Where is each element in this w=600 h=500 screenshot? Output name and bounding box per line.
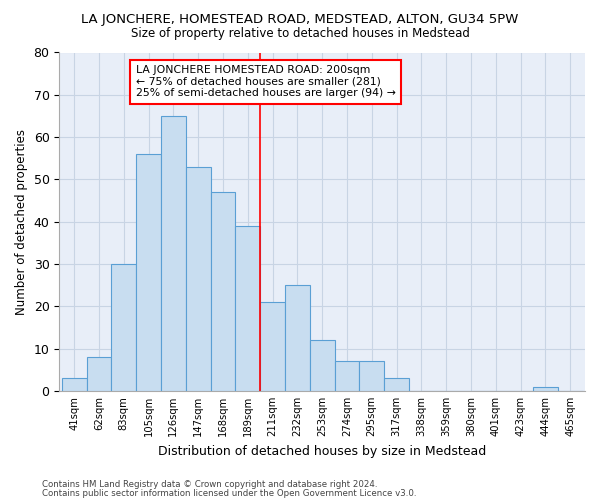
Bar — [359, 362, 384, 391]
Bar — [285, 285, 310, 391]
Text: LA JONCHERE, HOMESTEAD ROAD, MEDSTEAD, ALTON, GU34 5PW: LA JONCHERE, HOMESTEAD ROAD, MEDSTEAD, A… — [82, 12, 518, 26]
Bar — [260, 302, 285, 391]
Bar — [533, 386, 558, 391]
Y-axis label: Number of detached properties: Number of detached properties — [15, 128, 28, 314]
Bar — [86, 357, 112, 391]
Bar — [136, 154, 161, 391]
Bar — [235, 226, 260, 391]
Text: Contains HM Land Registry data © Crown copyright and database right 2024.: Contains HM Land Registry data © Crown c… — [42, 480, 377, 489]
Bar — [186, 166, 211, 391]
Bar — [335, 362, 359, 391]
Bar — [310, 340, 335, 391]
Bar — [211, 192, 235, 391]
Text: Contains public sector information licensed under the Open Government Licence v3: Contains public sector information licen… — [42, 489, 416, 498]
Text: LA JONCHERE HOMESTEAD ROAD: 200sqm
← 75% of detached houses are smaller (281)
25: LA JONCHERE HOMESTEAD ROAD: 200sqm ← 75%… — [136, 65, 395, 98]
Bar — [384, 378, 409, 391]
Bar — [62, 378, 86, 391]
Bar — [112, 264, 136, 391]
X-axis label: Distribution of detached houses by size in Medstead: Distribution of detached houses by size … — [158, 444, 486, 458]
Text: Size of property relative to detached houses in Medstead: Size of property relative to detached ho… — [131, 28, 469, 40]
Bar — [161, 116, 186, 391]
